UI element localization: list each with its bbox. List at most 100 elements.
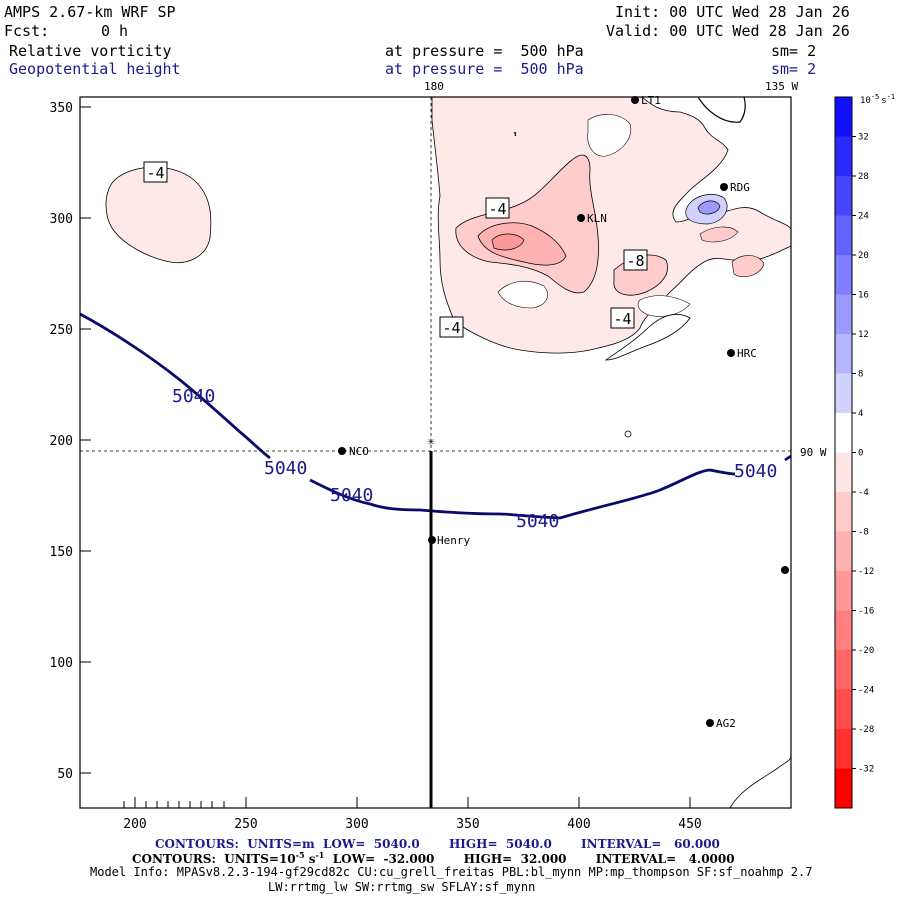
x-tick: 250	[234, 817, 257, 832]
colorbar-label: 8	[858, 370, 863, 380]
colorbar-swatch	[835, 689, 852, 730]
station-label: KLN	[587, 212, 607, 225]
vorticity-hole	[497, 280, 548, 309]
station-label: NCO	[349, 445, 369, 458]
model-info: Model Info: MPASv8.2.3-194-gf29cd82c CU:…	[90, 865, 813, 879]
height-label: 5040	[172, 386, 215, 407]
colorbar-swatch	[835, 334, 852, 374]
station-dot	[631, 96, 639, 104]
colorbar-label: 32	[858, 133, 869, 143]
vorticity-positive	[697, 200, 721, 215]
colorbar-swatch	[835, 373, 852, 414]
colorbar-label: 16	[858, 291, 869, 301]
colorbar-swatch	[835, 492, 852, 532]
pole-marker-icon: ✳	[427, 434, 434, 448]
colorbar-label: -12	[858, 567, 874, 577]
colorbar-label: -20	[858, 646, 874, 656]
colorbar-label: 4	[858, 409, 863, 419]
y-axis	[80, 106, 91, 774]
zero-contour	[604, 313, 691, 361]
colorbar-swatch	[835, 413, 852, 453]
x-tick: 350	[456, 817, 479, 832]
height-label: 5040	[264, 458, 307, 479]
y-tick-labels: 350 300 250 200 150 100 50	[50, 101, 73, 782]
plot-area	[80, 97, 791, 808]
model-info-2: LW:rrtmg_lw SW:rrtmg_sw SFLAY:sf_mynn	[268, 880, 536, 894]
field1-level: at pressure = 500 hPa	[385, 42, 584, 60]
vorticity-labels: -4 -4 -4 -8 -4	[143, 161, 648, 338]
height-label: 5040	[330, 485, 373, 506]
colorbar-label: -28	[858, 725, 874, 735]
vort-label: -4	[442, 319, 460, 337]
colorbar-swatch	[835, 571, 852, 611]
field2-name: Geopotential height	[9, 60, 181, 78]
y-tick: 50	[57, 767, 73, 782]
forecast-label: Fcst:	[4, 22, 50, 40]
height-label: 5040	[516, 511, 559, 532]
colorbar-label: -32	[858, 765, 874, 775]
colorbar-label: 0	[858, 449, 863, 459]
height-label: 5040	[734, 461, 777, 482]
geopotential-contour-5040	[80, 312, 791, 520]
zero-contour	[729, 755, 791, 808]
vort-label: -8	[626, 252, 644, 270]
colorbar-swatch	[835, 729, 852, 769]
colorbar-labels: 32 28 24 20 16 12 8 4 0 -4 -8 -12 -16 -20 -24 -28 -32	[852, 133, 874, 775]
vorticity-region	[731, 255, 765, 277]
colorbar-swatch	[835, 768, 852, 809]
vorticity-region	[491, 233, 525, 251]
station-label: AG2	[716, 717, 736, 730]
colorbar-label: -24	[858, 686, 874, 696]
colorbar-swatch	[835, 176, 852, 216]
colorbar-swatch	[835, 610, 852, 651]
station-dot	[706, 719, 714, 727]
lon-label: 180	[424, 80, 444, 93]
vorticity-region	[699, 226, 739, 243]
station-label: HRC	[737, 347, 757, 360]
x-axis	[123, 797, 691, 808]
station-dot	[727, 349, 735, 357]
vorticity-region	[105, 166, 212, 264]
colorbar-label: 24	[858, 212, 869, 222]
field2-smooth: sm= 2	[771, 60, 817, 78]
plot-frame	[79, 96, 792, 809]
station-dot	[338, 447, 346, 455]
vort-label: -4	[613, 310, 631, 328]
field1-name: Relative vorticity	[9, 42, 172, 60]
colorbar-swatch	[835, 650, 852, 690]
station-label: Henry	[437, 534, 470, 547]
y-tick: 250	[50, 323, 73, 338]
colorbar-units: 10-5 s-1	[860, 93, 895, 106]
x-tick: 400	[567, 817, 590, 832]
colorbar-label: -8	[858, 528, 869, 538]
x-tick: 450	[678, 817, 701, 832]
colorbar-label: -16	[858, 607, 874, 617]
x-tick: 300	[345, 817, 368, 832]
colorbar	[835, 97, 852, 809]
field1-smooth: sm= 2	[771, 42, 817, 60]
colorbar-label: 20	[858, 251, 869, 261]
station-dot	[781, 566, 789, 574]
colorbar-swatch	[835, 531, 852, 572]
colorbar-swatch	[835, 215, 852, 256]
colorbar-swatch	[835, 452, 852, 493]
contours-height-info: CONTOURS: UNITS=m LOW= 5040.0 HIGH= 5040…	[155, 837, 720, 851]
stations: RDG KLN HRC NCO Henry AG2 LT1	[338, 94, 789, 730]
small-contour	[624, 430, 632, 438]
station-dot	[720, 183, 728, 191]
station-dot	[428, 536, 436, 544]
zero-contour	[697, 97, 746, 123]
lon-label: 135 W	[765, 80, 798, 93]
station-label: LT1	[641, 94, 661, 107]
y-tick: 150	[50, 545, 73, 560]
station-dot	[577, 214, 585, 222]
y-tick: 200	[50, 434, 73, 449]
field2-level: at pressure = 500 hPa	[385, 60, 584, 78]
model-title: AMPS 2.67-km WRF SP	[4, 3, 176, 21]
station-label: RDG	[730, 181, 750, 194]
lon-label: 90 W	[800, 446, 827, 459]
colorbar-label: 12	[858, 330, 869, 340]
colorbar-label: 28	[858, 172, 869, 182]
colorbar-swatch	[835, 255, 852, 295]
